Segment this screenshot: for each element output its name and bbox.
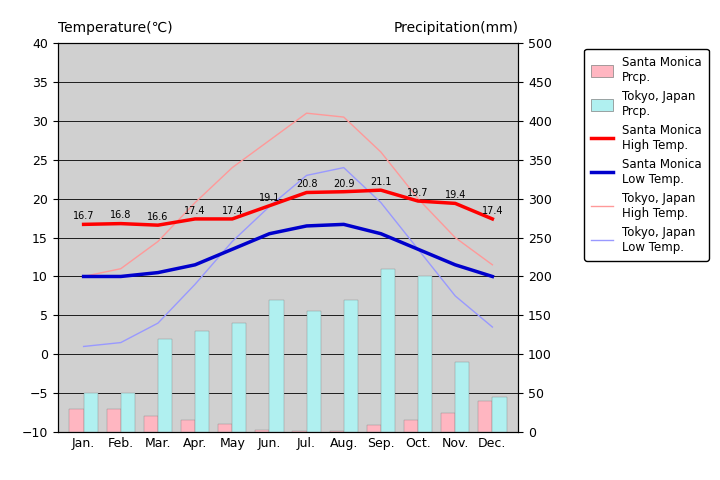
Bar bbox=[144, 417, 158, 432]
Text: Temperature(℃): Temperature(℃) bbox=[58, 22, 172, 36]
Text: 20.8: 20.8 bbox=[296, 180, 318, 190]
Bar bbox=[492, 397, 506, 432]
Bar bbox=[256, 431, 269, 432]
Text: 17.4: 17.4 bbox=[482, 206, 503, 216]
Text: 17.4: 17.4 bbox=[184, 206, 206, 216]
Bar bbox=[181, 420, 195, 432]
Bar bbox=[441, 413, 455, 432]
Bar bbox=[455, 362, 469, 432]
Bar bbox=[404, 420, 418, 432]
Bar bbox=[233, 323, 246, 432]
Text: 19.7: 19.7 bbox=[408, 188, 429, 198]
Bar bbox=[269, 300, 284, 432]
Bar bbox=[330, 431, 343, 432]
Bar bbox=[478, 401, 492, 432]
Text: 16.8: 16.8 bbox=[110, 211, 132, 220]
Bar bbox=[107, 408, 121, 432]
Text: 21.1: 21.1 bbox=[370, 177, 392, 187]
Bar bbox=[195, 331, 210, 432]
Text: Precipitation(mm): Precipitation(mm) bbox=[393, 22, 518, 36]
Text: 19.4: 19.4 bbox=[444, 190, 466, 200]
Bar bbox=[381, 269, 395, 432]
Text: 16.7: 16.7 bbox=[73, 211, 94, 221]
Bar bbox=[418, 276, 432, 432]
Bar bbox=[70, 408, 84, 432]
Bar bbox=[158, 339, 172, 432]
Text: 16.6: 16.6 bbox=[148, 212, 168, 222]
Bar bbox=[343, 300, 358, 432]
Text: 17.4: 17.4 bbox=[222, 206, 243, 216]
Bar bbox=[218, 424, 233, 432]
Bar bbox=[366, 425, 381, 432]
Text: 19.1: 19.1 bbox=[258, 192, 280, 203]
Legend: Santa Monica
Prcp., Tokyo, Japan
Prcp., Santa Monica
High Temp., Santa Monica
Lo: Santa Monica Prcp., Tokyo, Japan Prcp., … bbox=[584, 49, 708, 261]
Bar bbox=[307, 312, 320, 432]
Bar bbox=[84, 393, 98, 432]
Bar bbox=[292, 431, 307, 432]
Bar bbox=[121, 393, 135, 432]
Text: 20.9: 20.9 bbox=[333, 179, 354, 189]
